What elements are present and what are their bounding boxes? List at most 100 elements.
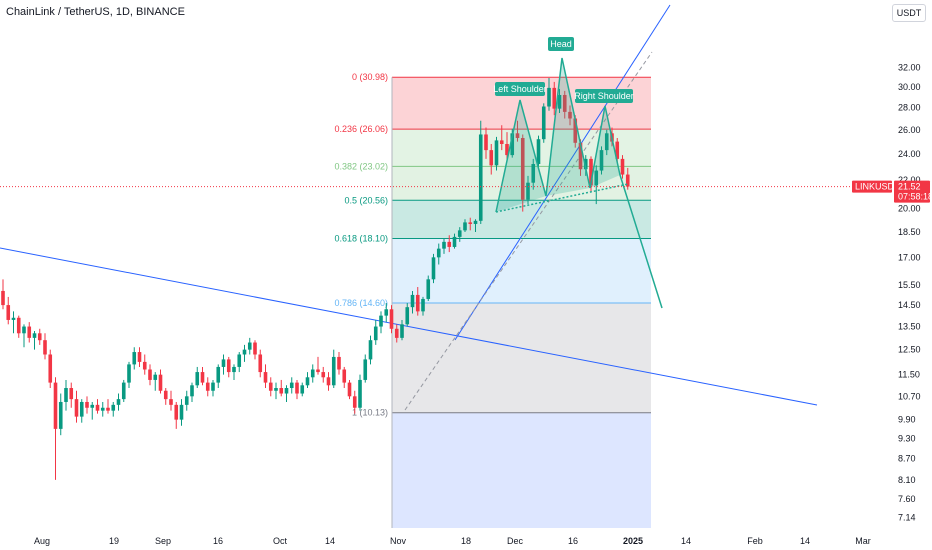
candle	[342, 366, 347, 389]
candle-body	[132, 352, 137, 365]
candle-body	[95, 404, 100, 411]
candle-body	[463, 222, 467, 231]
fib-level-label: 0.786 (14.60)	[334, 298, 388, 308]
candle	[457, 227, 462, 242]
left-shoulder-area	[496, 100, 546, 212]
candle-body	[100, 407, 105, 411]
candle	[226, 356, 231, 378]
candle-body	[604, 133, 609, 151]
candle	[237, 352, 242, 373]
candle-body	[347, 382, 352, 397]
candle-body	[552, 87, 557, 109]
candle	[615, 138, 620, 163]
candle-body	[415, 294, 420, 312]
candle	[247, 337, 252, 355]
price-tick-label: 15.50	[898, 280, 921, 290]
candle	[221, 354, 226, 375]
candle-body	[447, 241, 452, 247]
candle	[258, 349, 263, 378]
currency-button[interactable]: USDT	[892, 4, 926, 22]
candle-body	[121, 382, 126, 400]
price-tick-label: 26.00	[898, 125, 921, 135]
candle	[326, 372, 331, 391]
candle	[158, 369, 163, 394]
trendlines	[0, 4, 818, 411]
candle	[368, 335, 373, 365]
candle-body	[163, 390, 168, 400]
candle	[594, 165, 599, 205]
candle-body	[174, 404, 179, 420]
candle-body	[394, 328, 399, 338]
candle-body	[289, 382, 294, 389]
candle	[352, 390, 357, 414]
fib-zone	[392, 238, 651, 304]
candle	[74, 390, 79, 423]
candle	[48, 349, 53, 389]
candle-body	[263, 372, 268, 383]
candle	[121, 379, 126, 402]
candle-body	[426, 279, 431, 299]
candle-body	[111, 404, 116, 411]
price-tick-label: 22.00	[898, 175, 921, 185]
candle-body	[421, 298, 425, 312]
candle	[100, 401, 105, 417]
price-tick-label: 28.00	[898, 103, 921, 113]
pattern-label-text: Right Shoulder	[574, 91, 634, 101]
candle-body	[547, 87, 551, 107]
candle	[400, 319, 404, 341]
time-tick-label: 2025	[623, 536, 643, 546]
candle-body	[531, 164, 536, 183]
neckline	[495, 183, 629, 213]
candle-body	[410, 294, 415, 308]
candle-body	[184, 396, 189, 405]
candle	[106, 399, 110, 414]
price-tick-label: 24.00	[898, 149, 921, 159]
candle	[232, 364, 236, 380]
candle	[64, 379, 68, 411]
candle	[216, 364, 221, 389]
fib-zone	[392, 200, 651, 239]
candle	[190, 382, 194, 402]
ascending-trendline	[454, 4, 671, 341]
candle-body	[589, 158, 593, 186]
time-tick-label: Nov	[390, 536, 407, 546]
candle-body	[79, 401, 84, 417]
candle	[426, 275, 431, 301]
time-axis: Aug 19 Sep 16 Oct 14 Nov 18 Dec 16 2025 14 Feb 14 Mar	[34, 536, 871, 546]
candle-body	[274, 388, 278, 391]
candle	[6, 296, 11, 325]
candle	[604, 129, 609, 156]
price-tick-label: 9.90	[898, 415, 916, 425]
candle-body	[326, 377, 331, 386]
candle	[200, 366, 205, 386]
candle-body	[200, 372, 205, 383]
candle-body	[337, 356, 341, 370]
candle	[442, 238, 446, 254]
candle-body	[43, 340, 47, 355]
candle	[43, 333, 47, 360]
price-tick-label: 13.50	[898, 322, 921, 332]
price-tick-label: 14.50	[898, 300, 921, 310]
candle	[16, 315, 21, 338]
candle	[316, 356, 320, 375]
candle	[289, 377, 294, 394]
candle	[1, 279, 5, 310]
price-tick-label: 17.00	[898, 252, 921, 262]
candle-body	[352, 396, 357, 408]
candle	[494, 136, 499, 171]
candle	[489, 144, 494, 175]
candle	[132, 347, 137, 370]
time-tick-label: Aug	[34, 536, 50, 546]
candle	[415, 287, 420, 316]
candle-body	[442, 241, 446, 249]
candle-body	[489, 150, 494, 166]
candle-body	[473, 220, 478, 224]
candle-body	[142, 361, 147, 370]
pattern-outline	[495, 57, 663, 309]
candle	[242, 344, 247, 362]
candle-body	[316, 369, 320, 373]
price-tick-label: 8.70	[898, 453, 916, 463]
candle	[53, 377, 58, 480]
candle-body	[578, 142, 583, 170]
